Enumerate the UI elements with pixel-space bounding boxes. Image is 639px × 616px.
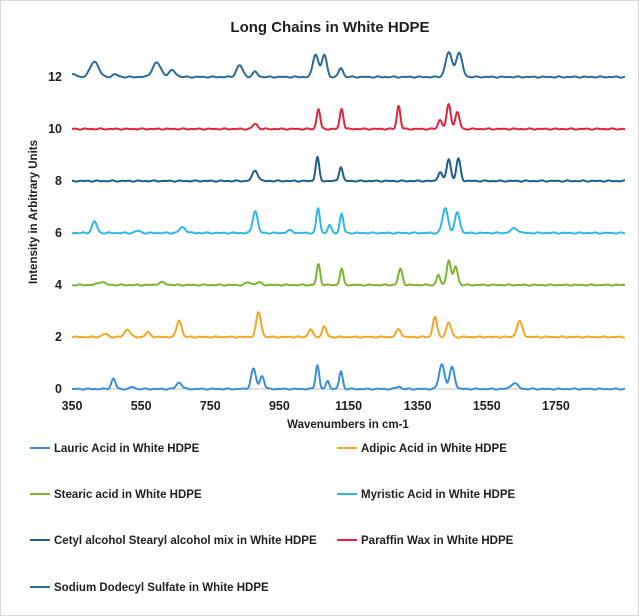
x-tick-label: 550 bbox=[131, 399, 152, 413]
y-axis-ticks: 0 2 4 6 8 10 12 bbox=[48, 70, 62, 396]
legend-label: Myristic Acid in White HDPE bbox=[361, 489, 516, 501]
series-layer bbox=[71, 51, 626, 391]
legend-label: Cetyl alcohol Stearyl alcohol mix in Whi… bbox=[54, 535, 317, 547]
series-line bbox=[71, 259, 626, 287]
x-tick-label: 1150 bbox=[335, 399, 362, 413]
y-tick-label: 12 bbox=[48, 70, 62, 84]
x-tick-label: 750 bbox=[200, 399, 221, 413]
y-tick-label: 4 bbox=[55, 278, 62, 292]
legend-label: Stearic acid in White HDPE bbox=[54, 489, 202, 501]
y-tick-label: 0 bbox=[55, 382, 62, 396]
x-tick-label: 350 bbox=[62, 399, 83, 413]
y-tick-label: 2 bbox=[55, 330, 62, 344]
y-tick-label: 6 bbox=[55, 226, 62, 240]
series-line bbox=[71, 155, 626, 183]
y-axis-label: Intensity in Arbitrary Units bbox=[28, 140, 40, 284]
x-tick-label: 950 bbox=[269, 399, 290, 413]
legend-label: Sodium Dodecyl Sulfate in White HDPE bbox=[54, 582, 269, 594]
x-tick-label: 1750 bbox=[542, 399, 570, 413]
y-tick-label: 8 bbox=[55, 174, 62, 188]
legend-label: Adipic Acid in White HDPE bbox=[361, 443, 507, 455]
x-tick-label: 1550 bbox=[473, 399, 501, 413]
chart-title: Long Chains in White HDPE bbox=[230, 19, 429, 36]
legend-label: Paraffin Wax in White HDPE bbox=[361, 535, 514, 547]
x-axis-label: Wavenumbers in cm-1 bbox=[287, 419, 409, 431]
legend-label: Lauric Acid in White HDPE bbox=[54, 443, 200, 455]
x-tick-label: 1350 bbox=[404, 399, 432, 413]
x-axis-ticks: 350 550 750 950 1150 1350 1550 1750 bbox=[62, 399, 570, 413]
series-line bbox=[71, 311, 626, 339]
legend: Lauric Acid in White HDPE Adipic Acid in … bbox=[30, 443, 516, 594]
series-line bbox=[71, 363, 626, 391]
series-line bbox=[71, 207, 626, 235]
series-line bbox=[71, 103, 626, 131]
series-line bbox=[71, 51, 626, 79]
y-tick-label: 10 bbox=[48, 122, 62, 136]
